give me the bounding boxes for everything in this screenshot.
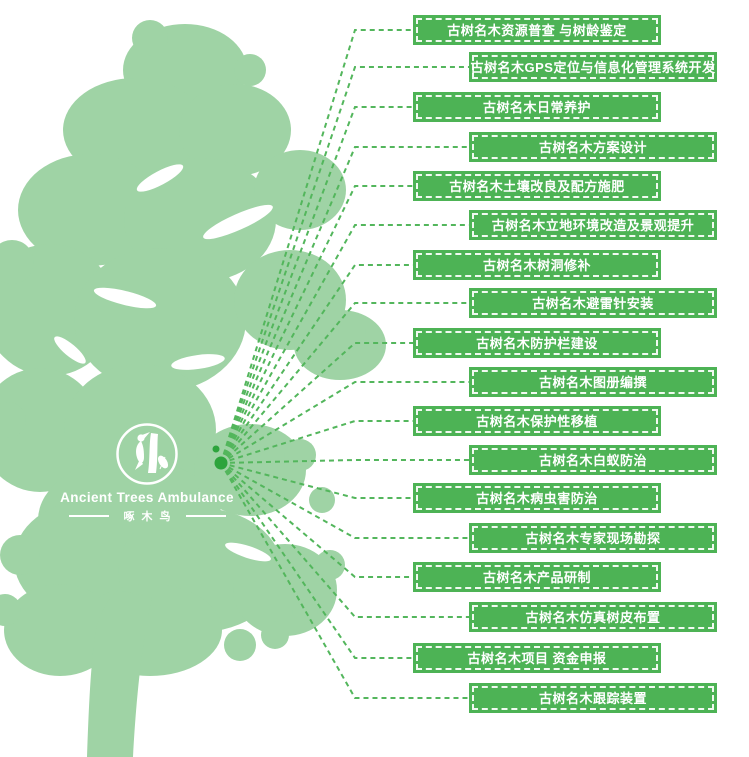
service-banner-4: 古树名木方案设计: [469, 132, 717, 162]
tree-branch-gaps: [54, 164, 273, 562]
connector-line-3: [220, 106, 413, 464]
connector-line-9: [220, 342, 413, 464]
connector-line-15: [220, 462, 413, 578]
service-banner-label: 古树名木病虫害防治: [476, 490, 598, 506]
connector-lines: [220, 29, 469, 699]
connector-line-12: [220, 459, 469, 464]
service-banner-11: 古树名木保护性移植: [413, 406, 661, 436]
service-banner-label: 古树名木图册编撰: [538, 374, 647, 390]
connector-line-8: [220, 302, 469, 464]
logo-subtitle: 啄木鸟: [123, 511, 178, 523]
connector-line-14: [220, 462, 469, 539]
connector-line-10: [220, 381, 469, 464]
service-banner-label: 古树名木避雷针安装: [532, 295, 654, 311]
service-banner-label: 古树名木日常养护: [482, 99, 591, 115]
service-banner-14: 古树名木专家现场勘探: [469, 523, 717, 553]
service-banner-13: 古树名木病虫害防治: [413, 483, 661, 513]
connector-line-18: [220, 462, 469, 699]
logo-title: Ancient Trees Ambulance: [60, 490, 234, 505]
service-banner-label: 古树名木保护性移植: [476, 413, 598, 429]
service-banner-3: 古树名木日常养护: [413, 92, 661, 122]
connector-line-2: [220, 66, 469, 464]
service-banner-5: 古树名木土壤改良及配方施肥: [413, 171, 661, 201]
subtitle-dash-right-icon: [185, 515, 226, 517]
subtitle-dash-left-icon: [68, 515, 109, 517]
service-banner-7: 古树名木树洞修补: [413, 250, 661, 280]
service-banner-2: 古树名木GPS定位与信息化管理系统开发: [469, 52, 717, 82]
logo: Ancient Trees Ambulance 啄木鸟: [37, 421, 257, 524]
connector-line-4: [220, 146, 469, 464]
service-banner-label: 古树名木防护栏建设: [476, 335, 598, 351]
hub-dot: [214, 456, 228, 470]
connector-line-6: [220, 224, 469, 464]
service-banner-9: 古树名木防护栏建设: [413, 328, 661, 358]
service-banner-label: 古树名木白蚁防治: [538, 452, 647, 468]
service-banner-6: 古树名木立地环境改造及景观提升: [469, 210, 717, 240]
service-banner-16: 古树名木仿真树皮布置: [469, 602, 717, 632]
service-banner-label: 古树名木跟踪装置: [538, 690, 647, 706]
service-banner-label: 古树名木方案设计: [538, 139, 647, 155]
service-banner-8: 古树名木避雷针安装: [469, 288, 717, 318]
connector-line-13: [220, 462, 413, 499]
service-banner-10: 古树名木图册编撰: [469, 367, 717, 397]
connector-line-1: [220, 29, 413, 464]
service-banner-label: 古树名木立地环境改造及景观提升: [491, 217, 695, 233]
service-banner-label: 古树名木资源普查 与树龄鉴定: [447, 22, 627, 38]
service-banner-12: 古树名木白蚁防治: [469, 445, 717, 475]
connector-line-11: [220, 420, 413, 464]
logo-subtitle-row: 啄木鸟: [68, 508, 226, 524]
service-banner-label: 古树名木产品研制: [482, 569, 591, 585]
hub-dot-small: [212, 445, 220, 453]
service-banner-18: 古树名木跟踪装置: [469, 683, 717, 713]
service-banner-label: 古树名木GPS定位与信息化管理系统开发: [470, 59, 716, 75]
service-banner-17: 古树名木项目 资金申报: [413, 643, 661, 673]
woodpecker-logo-icon: [116, 423, 178, 485]
connector-line-16: [220, 462, 469, 618]
tree-silhouette: [0, 20, 386, 757]
service-banner-label: 古树名木专家现场勘探: [525, 530, 661, 546]
service-banner-label: 古树名木仿真树皮布置: [525, 609, 661, 625]
service-banner-15: 古树名木产品研制: [413, 562, 661, 592]
service-banner-label: 古树名木项目 资金申报: [467, 650, 607, 666]
connector-line-17: [220, 462, 413, 659]
connector-line-5: [220, 185, 413, 464]
service-banner-1: 古树名木资源普查 与树龄鉴定: [413, 15, 661, 45]
service-banner-label: 古树名木树洞修补: [482, 257, 591, 273]
service-banner-label: 古树名木土壤改良及配方施肥: [449, 178, 625, 194]
